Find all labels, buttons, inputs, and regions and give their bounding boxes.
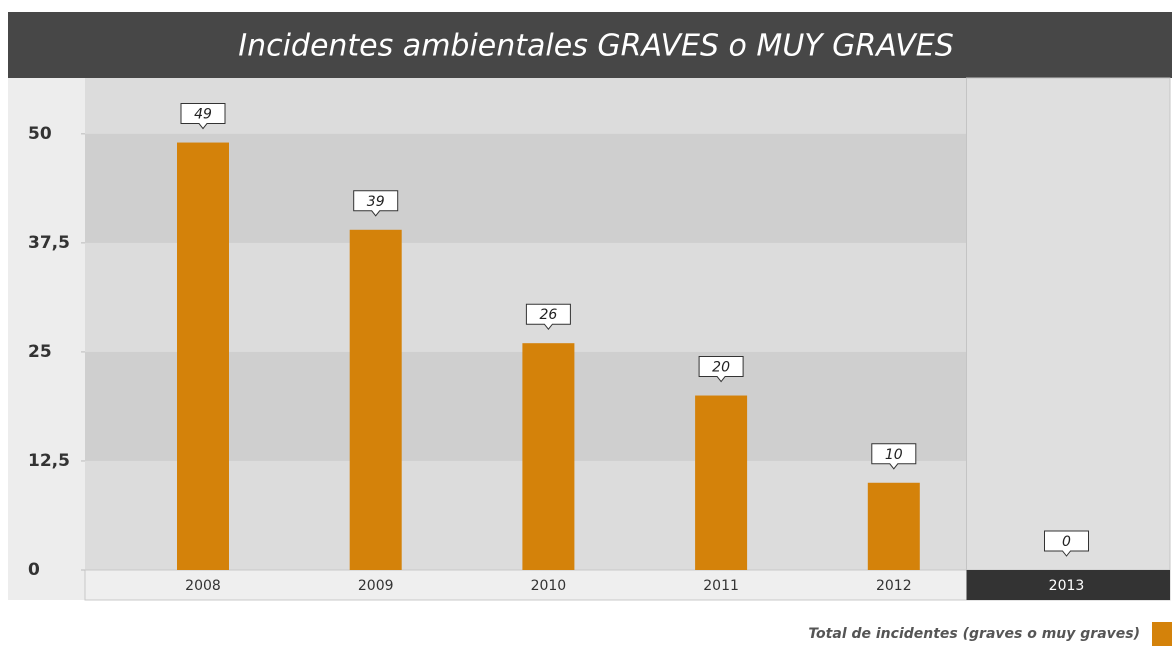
x-tick-label: 2009 <box>358 578 394 594</box>
value-label-box <box>353 190 399 217</box>
x-tick-label: 2012 <box>876 578 912 594</box>
bar <box>177 142 229 570</box>
value-label-box <box>1044 530 1089 557</box>
y-tick-label: 37,5 <box>28 233 70 253</box>
legend-label: Total de incidentes (graves o muy graves… <box>808 626 1140 642</box>
value-label: 39 <box>367 194 385 210</box>
value-label: 10 <box>885 447 903 463</box>
x-tick-label: 2013 <box>1049 578 1085 594</box>
x-tick-label: 2008 <box>185 578 221 594</box>
x-tick-label: 2011 <box>703 578 739 594</box>
highlight-column <box>966 77 1171 571</box>
x-tick-label: 2010 <box>531 578 567 594</box>
value-label-box <box>698 356 744 383</box>
bar <box>522 343 575 570</box>
value-label-box <box>180 103 226 130</box>
y-tick-label: 50 <box>28 124 52 144</box>
value-label: 26 <box>539 307 557 323</box>
legend-swatch <box>1152 622 1172 646</box>
x-label-highlight <box>966 570 1170 600</box>
bar <box>867 482 920 570</box>
y-axis-panel <box>8 78 85 600</box>
chart-title: Incidentes ambientales GRAVES o MUY GRAV… <box>238 29 954 64</box>
title-bar <box>8 12 1172 78</box>
value-label: 0 <box>1062 534 1071 550</box>
bar <box>349 229 402 570</box>
value-label-box <box>525 303 571 330</box>
y-tick-label: 0 <box>28 560 40 580</box>
value-label: 49 <box>194 107 212 123</box>
value-label-box <box>871 443 917 470</box>
bar <box>695 395 748 570</box>
value-label: 20 <box>712 360 730 376</box>
y-tick-label: 12,5 <box>28 451 70 471</box>
y-tick-label: 25 <box>28 342 52 362</box>
